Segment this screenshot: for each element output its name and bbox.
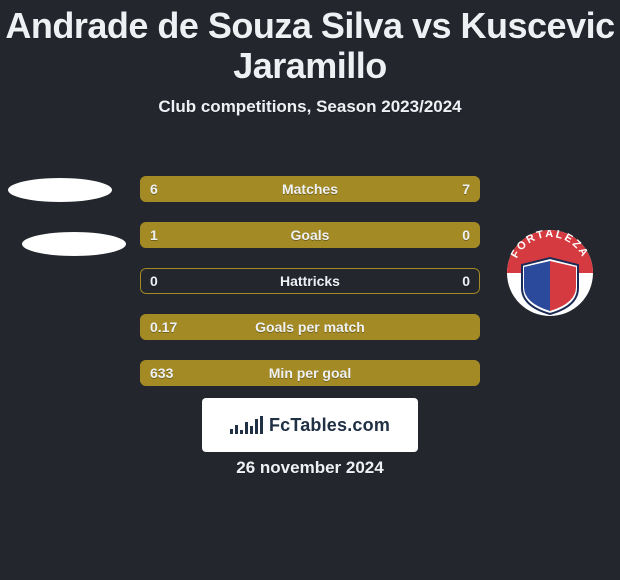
player-left-badge-1 [8,178,112,202]
stat-row: 10Goals [140,222,480,248]
player-right-club-badge: FORTALEZA [500,230,600,316]
stat-label: Goals per match [140,314,480,340]
player-left-badge-2 [22,232,126,256]
fctables-text: FcTables.com [269,415,390,436]
stat-label: Min per goal [140,360,480,386]
stat-row: 00Hattricks [140,268,480,294]
snapshot-date: 26 november 2024 [0,458,620,478]
stat-label: Goals [140,222,480,248]
stat-label: Matches [140,176,480,202]
stat-row: 633Min per goal [140,360,480,386]
stat-label: Hattricks [140,268,480,294]
page-title: Andrade de Souza Silva vs Kuscevic Jaram… [0,0,620,85]
subtitle: Club competitions, Season 2023/2024 [0,97,620,117]
stat-row: 67Matches [140,176,480,202]
bars-icon [230,416,263,434]
stat-rows: 67Matches 10Goals 00Hattricks 0.17Goals per… [140,176,480,406]
fctables-badge[interactable]: FcTables.com [202,398,418,452]
stat-row: 0.17Goals per match [140,314,480,340]
comparison-canvas: Andrade de Souza Silva vs Kuscevic Jaram… [0,0,620,580]
